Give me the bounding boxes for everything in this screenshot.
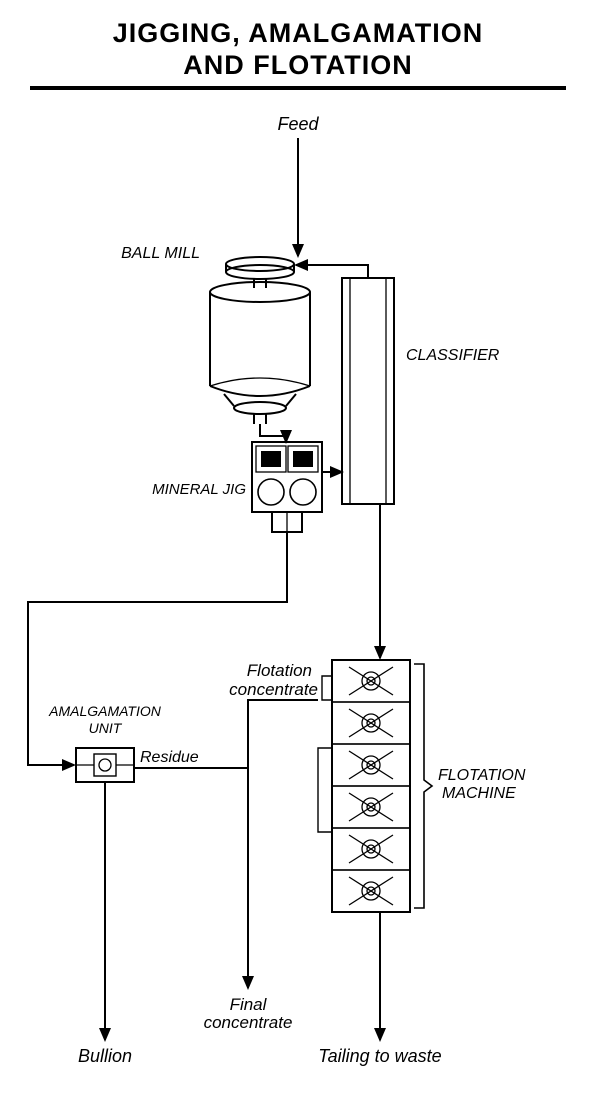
flowsheet-svg: Feed BALL MILL CLASSIFIER MINERAL JIG Fl… [0,0,596,1096]
label-mineral-jig: MINERAL JIG [152,481,246,498]
label-feed: Feed [277,114,319,134]
label-amalgam-1: AMALGAMATION [48,703,162,719]
flotation-bracket [414,664,432,908]
classifier [342,278,394,504]
label-final-conc-1: Final [230,995,268,1014]
label-bullion: Bullion [78,1046,132,1066]
label-final-conc-2: concentrate [204,1013,293,1032]
flotation-machine [332,660,410,912]
label-flotation-machine-1: FLOTATION [438,767,526,784]
page: JIGGING, AMALGAMATION AND FLOTATION [0,0,596,1096]
label-ball-mill: BALL MILL [121,245,200,262]
label-amalgam-2: UNIT [89,720,123,736]
label-tailing: Tailing to waste [318,1046,441,1066]
label-flotation-conc-1: Flotation [247,661,312,680]
ball-mill [210,257,310,424]
label-classifier: CLASSIFIER [406,347,500,364]
edge-classifier-return [296,265,368,278]
conc-bracket-upper [322,676,332,700]
conc-bracket-lower [318,748,332,832]
label-residue: Residue [140,749,199,766]
edge-ballmill-to-jig [260,424,286,442]
amalgamation-unit [76,748,134,782]
edge-residue-up-to-conc [248,700,318,768]
label-flotation-machine-2: MACHINE [442,785,516,802]
mineral-jig [252,442,322,532]
label-flotation-conc-2: concentrate [229,680,318,699]
